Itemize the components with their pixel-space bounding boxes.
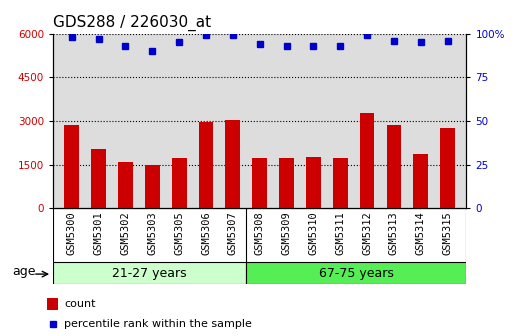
Text: GSM5309: GSM5309 — [281, 211, 292, 255]
Bar — [65, 125, 79, 208]
Bar — [413, 154, 428, 208]
Text: 67-75 years: 67-75 years — [319, 266, 394, 280]
Text: GSM5306: GSM5306 — [201, 211, 211, 255]
Bar — [386, 125, 401, 208]
Text: age: age — [12, 265, 36, 279]
Text: GSM5307: GSM5307 — [228, 211, 238, 255]
Bar — [360, 113, 375, 208]
Bar — [333, 158, 348, 208]
Bar — [199, 122, 214, 208]
Text: GSM5308: GSM5308 — [255, 211, 264, 255]
Bar — [91, 149, 106, 208]
Bar — [47, 298, 58, 310]
Bar — [172, 158, 187, 208]
Text: GSM5305: GSM5305 — [174, 211, 184, 255]
Text: GDS288 / 226030_at: GDS288 / 226030_at — [53, 15, 211, 31]
Text: GSM5301: GSM5301 — [94, 211, 104, 255]
Text: GSM5303: GSM5303 — [147, 211, 157, 255]
Bar — [53, 262, 246, 284]
Bar — [118, 162, 133, 208]
Text: GSM5312: GSM5312 — [362, 211, 372, 255]
Text: GSM5311: GSM5311 — [335, 211, 345, 255]
Text: GSM5314: GSM5314 — [416, 211, 426, 255]
Text: 21-27 years: 21-27 years — [112, 266, 187, 280]
Text: GSM5300: GSM5300 — [67, 211, 77, 255]
Text: GSM5310: GSM5310 — [308, 211, 319, 255]
Bar — [252, 158, 267, 208]
Text: GSM5313: GSM5313 — [389, 211, 399, 255]
Text: GSM5315: GSM5315 — [443, 211, 453, 255]
Bar — [246, 262, 466, 284]
Bar — [279, 158, 294, 208]
Text: percentile rank within the sample: percentile rank within the sample — [64, 319, 252, 329]
Bar — [225, 120, 240, 208]
Bar — [145, 165, 160, 208]
Text: GSM5302: GSM5302 — [120, 211, 130, 255]
Text: count: count — [64, 299, 95, 308]
Bar — [440, 128, 455, 208]
Bar — [306, 157, 321, 208]
